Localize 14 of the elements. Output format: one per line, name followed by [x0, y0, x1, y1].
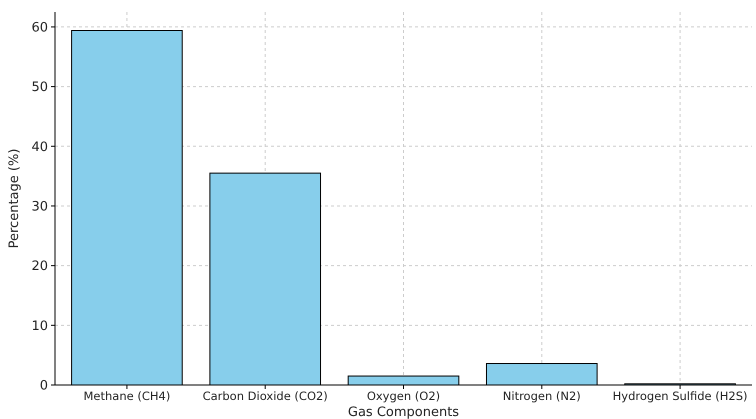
x-tick-label: Hydrogen Sulfide (H2S) — [612, 389, 748, 403]
x-tick-label: Oxygen (O2) — [366, 389, 440, 403]
y-tick-label: 50 — [31, 80, 48, 96]
x-axis-title: Gas Components — [348, 405, 460, 419]
x-tick-label: Methane (CH4) — [83, 389, 170, 403]
y-tick-label: 40 — [31, 140, 48, 155]
x-tick-label: Carbon Dioxide (CO2) — [202, 389, 328, 403]
y-tick-label: 0 — [40, 378, 48, 394]
x-tick-label: Nitrogen (N2) — [502, 389, 581, 403]
y-tick-label: 30 — [31, 200, 48, 215]
y-tick-label: 10 — [31, 318, 48, 334]
y-axis-title: Percentage (%) — [7, 148, 22, 248]
y-tick-label: 20 — [31, 259, 48, 274]
y-tick-label: 60 — [31, 20, 48, 36]
